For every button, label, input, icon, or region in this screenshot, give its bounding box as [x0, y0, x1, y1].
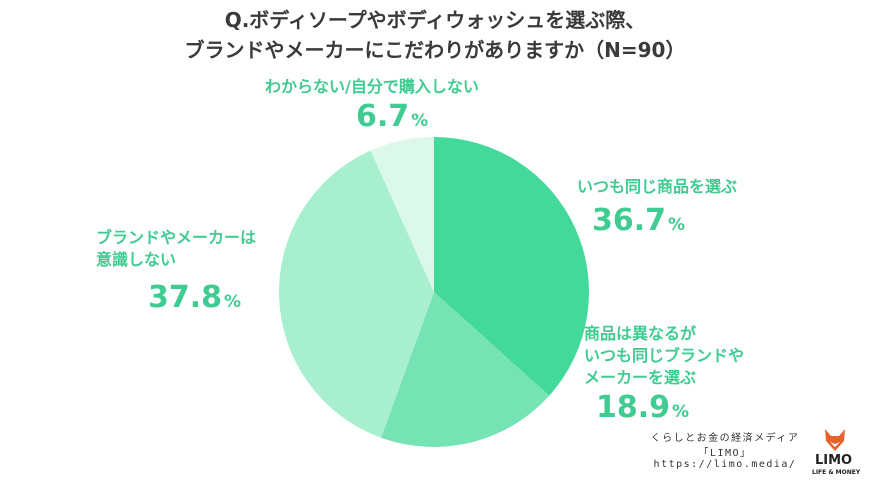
slice-label-same-brand-line1: 商品は異なるが	[584, 324, 697, 343]
credit-brand: 「LIMO」	[698, 448, 752, 459]
slice-label-no-preference-line2: 意識しない	[96, 250, 177, 269]
slice-value-no-preference: 37.8%	[148, 280, 242, 315]
slice-label-same-brand-line3: メーカーを選ぶ	[584, 368, 697, 387]
slice-label-dont-know: わからない/自分で購入しない	[265, 77, 479, 96]
slice-label-no-preference-line1: ブランドやメーカーは	[96, 228, 257, 247]
fox-icon	[825, 429, 845, 451]
logo-name: LIMO	[815, 453, 853, 468]
chart-subtitle: ブランドやメーカーにこだわりがありますか（N=90）	[184, 38, 686, 62]
slice-no-preference	[279, 150, 434, 438]
slice-same-product	[434, 137, 589, 396]
slice-value-same-product: 36.7%	[592, 203, 686, 238]
slice-label-same-product: いつも同じ商品を選ぶ	[577, 177, 738, 196]
slice-same-brand	[381, 292, 550, 448]
credit-url: https://limo.media/	[653, 459, 797, 470]
slice-value-same-brand: 18.9%	[596, 390, 690, 425]
chart-title: Q.ボディソープやボディウォッシュを選ぶ際、	[224, 8, 646, 32]
slice-value-dont-know: 6.7%	[356, 99, 429, 134]
logo-tagline: LIFE & MONEY	[812, 469, 861, 476]
slice-dont-know	[370, 137, 434, 292]
credit-tagline: くらしとお金の経済メディア	[650, 433, 800, 444]
slice-label-same-brand-line2: いつも同じブランドや	[584, 346, 745, 365]
